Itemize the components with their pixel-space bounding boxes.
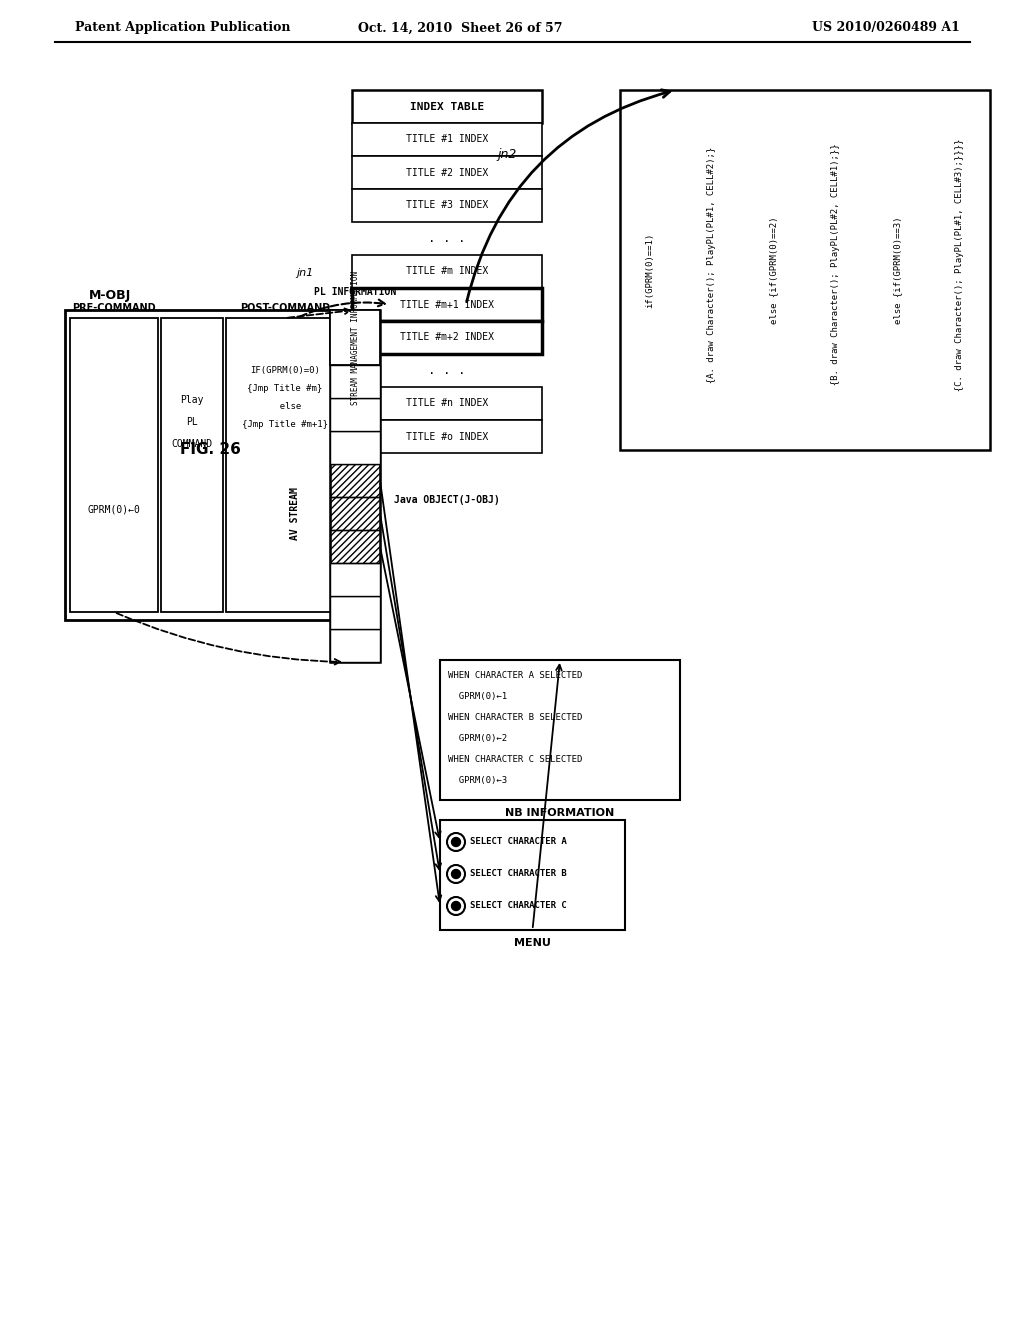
Text: Oct. 14, 2010  Sheet 26 of 57: Oct. 14, 2010 Sheet 26 of 57	[357, 21, 562, 34]
Bar	[330, 399, 380, 432]
Bar	[352, 255, 542, 288]
Text: PL: PL	[186, 417, 198, 428]
Text: M-OBJ: M-OBJ	[89, 289, 131, 302]
Text: PRE-COMMAND: PRE-COMMAND	[72, 304, 156, 313]
Bar	[352, 123, 542, 156]
Bar	[352, 321, 542, 354]
Text: MENU: MENU	[514, 939, 551, 948]
Bar	[70, 318, 158, 612]
Text: Patent Application Publication: Patent Application Publication	[75, 21, 291, 34]
Text: GPRM(0)←0: GPRM(0)←0	[88, 504, 140, 513]
Bar	[65, 310, 350, 620]
Text: else {if(GPRM(0)==2): else {if(GPRM(0)==2)	[769, 216, 778, 323]
Text: TITLE #m INDEX: TITLE #m INDEX	[406, 267, 488, 276]
Bar	[330, 531, 380, 564]
FancyArrowPatch shape	[381, 549, 440, 837]
Text: TITLE #3 INDEX: TITLE #3 INDEX	[406, 201, 488, 210]
Text: {B. draw Character(); PlayPL(PL#2, CELL#1);}}: {B. draw Character(); PlayPL(PL#2, CELL#…	[830, 144, 840, 396]
Text: {A. draw Character(); PlayPL(PL#1, CELL#2);}: {A. draw Character(); PlayPL(PL#1, CELL#…	[708, 147, 717, 393]
Text: POST-COMMAND: POST-COMMAND	[240, 304, 330, 313]
Bar	[330, 432, 380, 465]
Text: TITLE #2 INDEX: TITLE #2 INDEX	[406, 168, 488, 177]
Text: STREAM MANAGEMENT INFORMATION: STREAM MANAGEMENT INFORMATION	[350, 271, 359, 404]
Bar	[330, 465, 380, 498]
Text: COMMAND: COMMAND	[171, 440, 213, 449]
Bar	[440, 660, 680, 800]
Bar	[330, 498, 380, 531]
Bar	[330, 564, 380, 597]
Circle shape	[452, 902, 461, 911]
Bar	[620, 90, 990, 450]
Circle shape	[452, 870, 461, 879]
Bar	[440, 820, 625, 931]
Text: SELECT CHARACTER A: SELECT CHARACTER A	[470, 837, 566, 846]
Circle shape	[452, 837, 461, 846]
Text: WHEN CHARACTER C SELECTED: WHEN CHARACTER C SELECTED	[449, 755, 583, 764]
Text: . . .: . . .	[428, 364, 466, 378]
Bar	[352, 420, 542, 453]
Text: jn1: jn1	[296, 268, 313, 279]
Bar	[226, 318, 344, 612]
Text: TITLE #m+2 INDEX: TITLE #m+2 INDEX	[400, 333, 494, 342]
Text: WHEN CHARACTER B SELECTED: WHEN CHARACTER B SELECTED	[449, 714, 583, 722]
Text: IF(GPRM(0)=0): IF(GPRM(0)=0)	[250, 367, 319, 375]
Bar	[330, 366, 380, 399]
Bar	[330, 310, 380, 663]
Bar	[161, 318, 223, 612]
Text: jn2: jn2	[498, 148, 517, 161]
Bar	[352, 387, 542, 420]
FancyArrowPatch shape	[467, 90, 670, 302]
FancyArrowPatch shape	[380, 483, 441, 902]
Text: Play: Play	[180, 395, 204, 405]
Text: WHEN CHARACTER A SELECTED: WHEN CHARACTER A SELECTED	[449, 672, 583, 681]
Text: {Jmp Title #m+1}: {Jmp Title #m+1}	[242, 420, 328, 429]
Text: TITLE #m+1 INDEX: TITLE #m+1 INDEX	[400, 300, 494, 309]
Text: {Jmp Title #m}: {Jmp Title #m}	[248, 384, 323, 393]
Text: TITLE #n INDEX: TITLE #n INDEX	[406, 399, 488, 408]
Text: SELECT CHARACTER C: SELECT CHARACTER C	[470, 902, 566, 911]
Text: NB INFORMATION: NB INFORMATION	[506, 808, 614, 818]
Bar	[330, 630, 380, 663]
Text: TITLE #1 INDEX: TITLE #1 INDEX	[406, 135, 488, 144]
FancyArrowPatch shape	[288, 309, 350, 318]
Text: PL INFORMATION: PL INFORMATION	[314, 286, 396, 297]
Bar	[352, 90, 542, 123]
Text: TITLE #o INDEX: TITLE #o INDEX	[406, 432, 488, 441]
Text: {C. draw Character(); PlayPL(PL#1, CELL#3);}}}}: {C. draw Character(); PlayPL(PL#1, CELL#…	[954, 139, 964, 401]
Text: . . .: . . .	[428, 232, 466, 246]
Text: AV STREAM: AV STREAM	[290, 487, 300, 540]
FancyArrowPatch shape	[299, 300, 385, 317]
Bar	[352, 156, 542, 189]
FancyArrowPatch shape	[381, 516, 441, 870]
Bar	[352, 288, 542, 321]
Text: GPRM(0)←2: GPRM(0)←2	[449, 734, 507, 743]
Text: SELECT CHARACTER B: SELECT CHARACTER B	[470, 870, 566, 879]
Text: US 2010/0260489 A1: US 2010/0260489 A1	[812, 21, 961, 34]
FancyArrowPatch shape	[532, 665, 562, 927]
FancyArrowPatch shape	[117, 612, 340, 664]
Bar	[330, 597, 380, 630]
Text: Java OBJECT(J-OBJ): Java OBJECT(J-OBJ)	[394, 495, 500, 506]
Bar	[330, 310, 380, 366]
Text: FIG. 26: FIG. 26	[180, 442, 241, 458]
Bar	[352, 189, 542, 222]
Text: GPRM(0)←1: GPRM(0)←1	[449, 693, 507, 701]
Text: INDEX TABLE: INDEX TABLE	[410, 102, 484, 111]
Text: else {if(GPRM(0)==3): else {if(GPRM(0)==3)	[893, 216, 902, 323]
Text: if(GPRM(0)==1): if(GPRM(0)==1)	[645, 232, 654, 308]
Text: GPRM(0)←3: GPRM(0)←3	[449, 776, 507, 785]
Text: else: else	[269, 403, 301, 412]
